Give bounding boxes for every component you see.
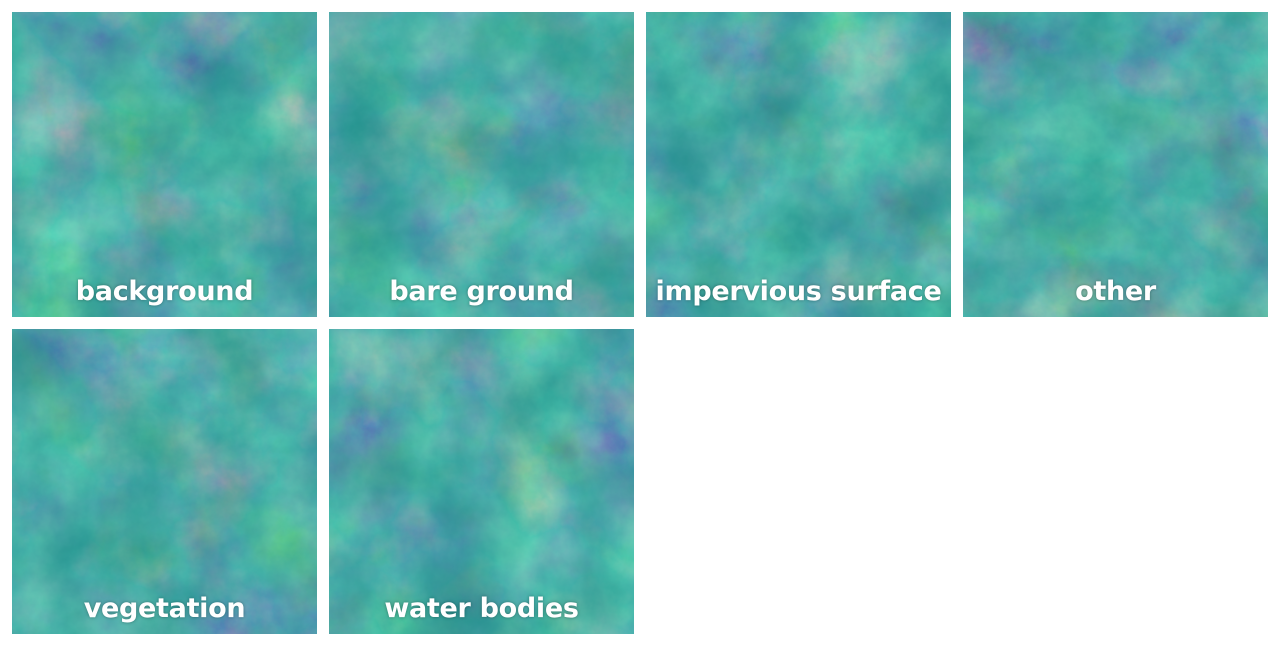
tile-label: water bodies [384, 593, 579, 624]
tile-other: other [963, 12, 1268, 317]
tile-impervious-surface: impervious surface [646, 12, 951, 317]
noise-map-bare-ground [329, 12, 634, 317]
noise-map-other [963, 12, 1268, 317]
noise-map-vegetation [12, 329, 317, 634]
tile-label: vegetation [83, 593, 246, 624]
noise-map-water-bodies [329, 329, 634, 634]
tile-label: background [75, 276, 254, 307]
tile-label: other [1075, 276, 1156, 307]
noise-map-background [12, 12, 317, 317]
noise-map-impervious-surface [646, 12, 951, 317]
tile-label: bare ground [389, 276, 574, 307]
tile-water-bodies: water bodies [329, 329, 634, 634]
tile-vegetation: vegetation [12, 329, 317, 634]
tile-label: impervious surface [655, 276, 942, 307]
tile-background: background [12, 12, 317, 317]
tile-bare-ground: bare ground [329, 12, 634, 317]
